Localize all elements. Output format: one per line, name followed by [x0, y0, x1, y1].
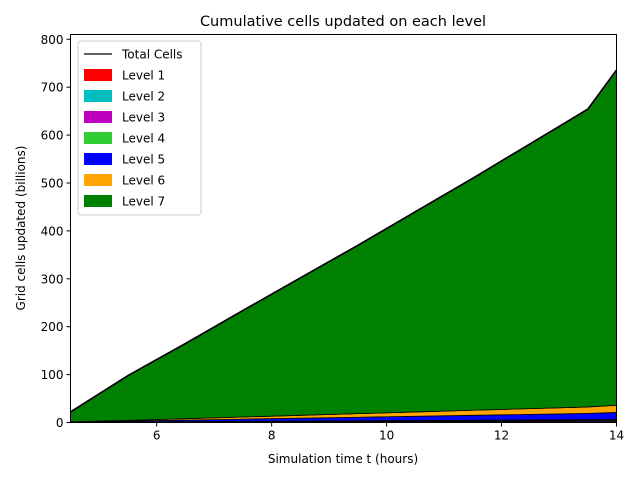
- legend-label-level-3: Level 3: [122, 111, 165, 125]
- x-tick-label: 6: [153, 429, 161, 443]
- legend-swatch-level-1: [84, 69, 112, 81]
- x-axis: 6 8 10 12 14: [153, 422, 624, 443]
- legend-label-total-cells: Total Cells: [121, 48, 183, 62]
- legend-label-level-5: Level 5: [122, 153, 165, 167]
- y-tick-label: 100: [41, 368, 64, 382]
- total-cells-group: [70, 69, 618, 413]
- y-tick-label: 200: [41, 320, 64, 334]
- y-axis: 0 100 200 300 400 500 600 700 800: [41, 33, 71, 430]
- y-axis-label: Grid cells updated (billions): [14, 146, 28, 311]
- total-cells-line: [70, 69, 618, 413]
- legend-label-level-7: Level 7: [122, 195, 165, 209]
- y-tick-label: 500: [41, 176, 64, 190]
- legend-label-level-1: Level 1: [122, 69, 165, 83]
- legend-swatch-level-3: [84, 111, 112, 123]
- legend-label-level-2: Level 2: [122, 90, 165, 104]
- y-tick-label: 800: [41, 33, 64, 47]
- plot-frame: [70, 34, 617, 423]
- x-tick-label: 14: [609, 429, 624, 443]
- y-tick-label: 600: [41, 129, 64, 143]
- chart-title: Cumulative cells updated on each level: [200, 14, 486, 30]
- y-tick-label: 300: [41, 272, 64, 286]
- legend-swatch-level-4: [84, 132, 112, 144]
- x-tick-label: 12: [494, 429, 509, 443]
- x-tick-label: 8: [268, 429, 276, 443]
- legend-box: [77, 40, 202, 216]
- y-tick-label: 400: [41, 224, 64, 238]
- legend-swatch-level-5: [84, 153, 112, 165]
- y-tick-label: 700: [41, 81, 64, 95]
- x-axis-label: Simulation time t (hours): [268, 452, 418, 466]
- legend-swatch-level-6: [84, 174, 112, 186]
- legend-label-level-6: Level 6: [122, 174, 165, 188]
- x-tick-label: 10: [379, 429, 394, 443]
- legend: Total Cells Level 1 Level 2 Level 3 Level 4 L…: [77, 40, 202, 216]
- legend-label-level-4: Level 4: [122, 132, 165, 146]
- legend-swatch-level-7: [84, 195, 112, 207]
- y-tick-label: 0: [56, 416, 64, 430]
- legend-swatch-level-2: [84, 90, 112, 102]
